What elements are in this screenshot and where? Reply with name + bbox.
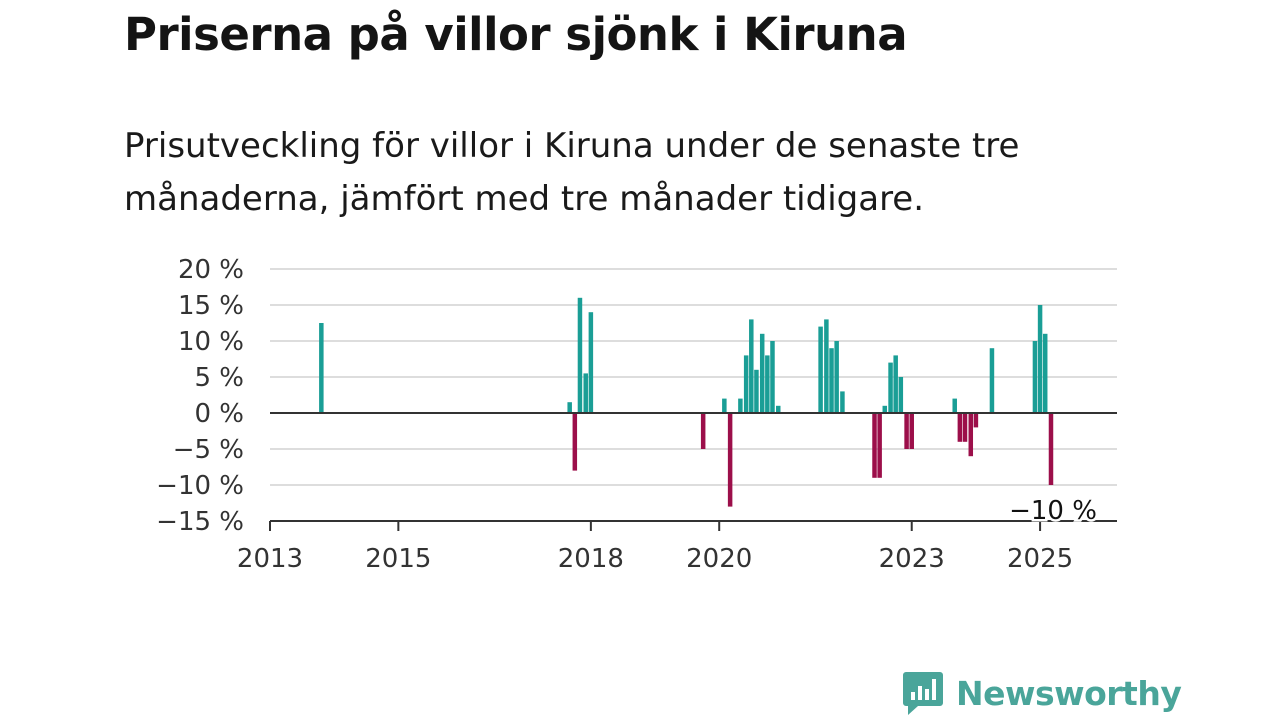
gridlines: [270, 268, 1117, 486]
x-tick-label: 2023: [879, 544, 945, 574]
y-tick-label: 0 %: [194, 399, 244, 429]
bar-positive: [749, 319, 754, 413]
y-tick-label: −15 %: [156, 507, 244, 537]
bar-positive: [765, 355, 770, 413]
newsworthy-logo: Newsworthy: [902, 670, 1182, 716]
bar-positive: [776, 405, 781, 413]
bar-chart-speech-bubble-icon: [903, 672, 943, 715]
bar-positive: [834, 341, 839, 413]
bar-positive: [738, 398, 743, 413]
y-tick-label: 5 %: [194, 363, 244, 393]
bar-positive: [577, 297, 583, 413]
bar-positive: [952, 398, 957, 413]
bar-negative: [727, 413, 733, 507]
bar-positive: [824, 319, 829, 413]
bar-positive: [754, 369, 759, 413]
bar-positive: [888, 362, 893, 413]
bar-negative: [968, 413, 974, 457]
y-tick-label: −10 %: [156, 471, 244, 501]
bar-negative: [957, 413, 963, 442]
y-tick-label: 15 %: [178, 291, 244, 321]
x-tick-label: 2015: [365, 544, 431, 574]
bar-positive: [893, 355, 898, 413]
labels: 20 % 15 % 10 % 5 % 0 % −5 % −10 % −15 % 2013 2015…: [156, 255, 1099, 574]
bar-positive: [989, 348, 995, 413]
last-value-label: −10 %: [1009, 496, 1097, 526]
bar-positive: [1032, 341, 1038, 413]
bar-positive: [829, 348, 834, 413]
bar-positive: [583, 373, 588, 413]
bar-positive: [1037, 305, 1043, 413]
chart-subtitle: Prisutveckling för villor i Kiruna under…: [124, 126, 1020, 219]
bar-positive: [759, 333, 765, 413]
bar-negative: [1048, 413, 1054, 485]
bar-positive: [770, 341, 775, 413]
bar-positive: [898, 377, 904, 413]
bar-negative: [973, 413, 979, 428]
bar-positive: [588, 312, 594, 413]
bar-negative: [962, 413, 968, 442]
x-tick-label: 2018: [558, 544, 624, 574]
x-tick-label: 2013: [237, 544, 303, 574]
axes: [269, 412, 1117, 531]
x-tick-label: 2020: [686, 544, 752, 574]
bar-positive: [1042, 333, 1048, 413]
bars: [319, 297, 1054, 507]
bar-positive: [743, 355, 749, 413]
y-tick-label: 20 %: [178, 255, 244, 285]
bar-positive: [319, 323, 324, 413]
bar-negative: [909, 413, 914, 449]
bar-negative: [572, 413, 578, 471]
bar-negative: [872, 413, 877, 478]
bar-positive: [722, 398, 727, 413]
y-tick-label: −5 %: [173, 435, 244, 465]
bar-positive: [567, 402, 572, 413]
bar-negative: [700, 413, 706, 449]
bar-positive: [840, 391, 845, 413]
bar-positive: [818, 326, 823, 413]
chart-title: Priserna på villor sjönk i Kiruna: [124, 8, 908, 61]
brand-name: Newsworthy: [956, 673, 1182, 713]
bar-negative: [877, 413, 882, 478]
bar-positive: [882, 405, 888, 413]
x-tick-label: 2025: [1007, 544, 1073, 574]
y-tick-label: 10 %: [178, 327, 244, 357]
bar-chart: 20 % 15 % 10 % 5 % 0 % −5 % −10 % −15 % 2013 2015…: [156, 255, 1117, 574]
bar-negative: [904, 413, 909, 449]
